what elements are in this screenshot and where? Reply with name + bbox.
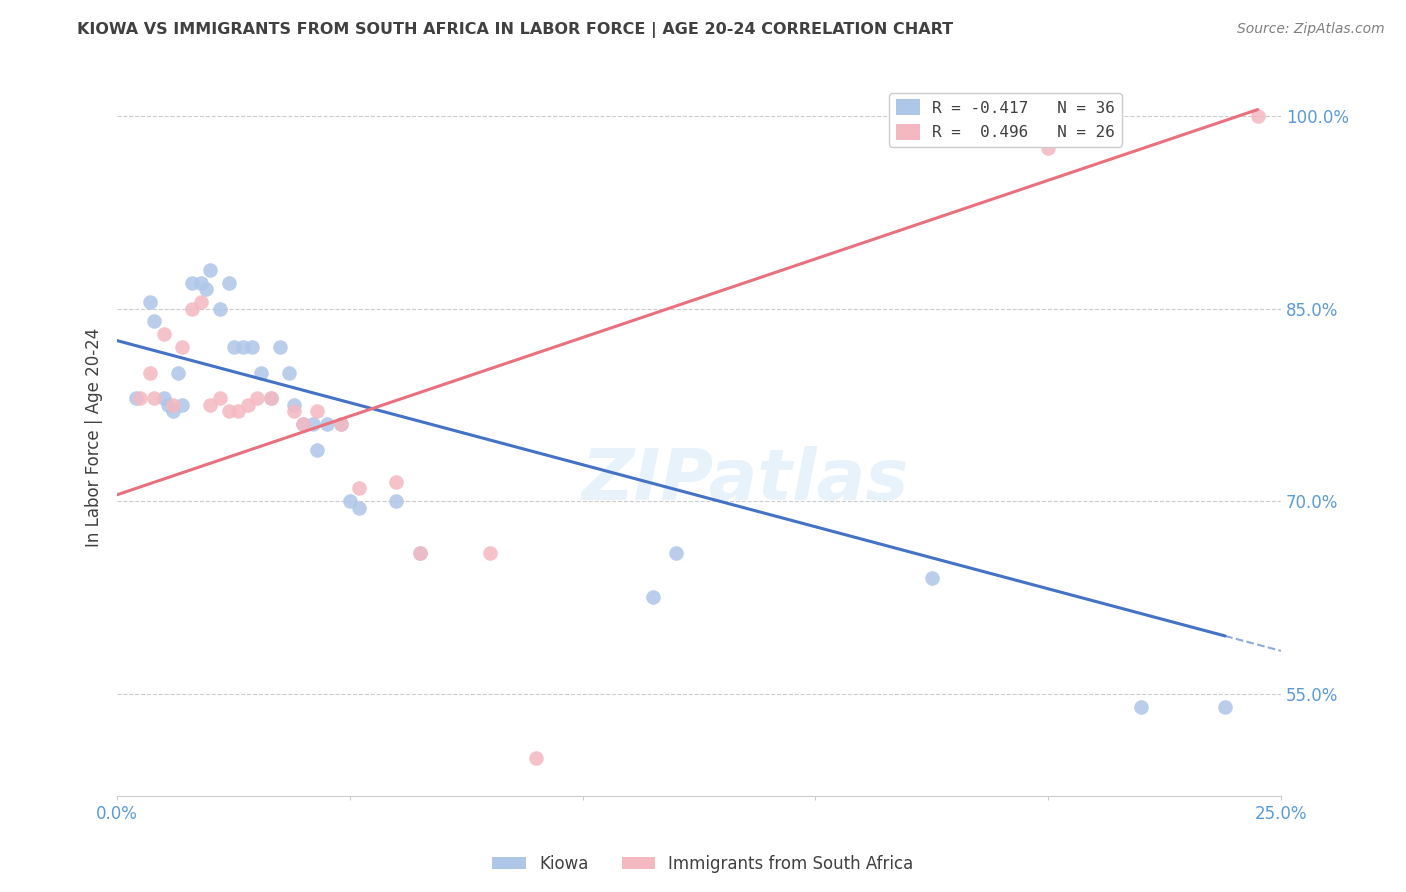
Point <box>125 392 148 406</box>
Point <box>641 591 664 605</box>
Point <box>162 404 184 418</box>
Point <box>1213 699 1236 714</box>
Point <box>166 366 188 380</box>
Point <box>921 571 943 585</box>
Point <box>208 301 231 316</box>
Text: Source: ZipAtlas.com: Source: ZipAtlas.com <box>1237 22 1385 37</box>
Point <box>143 392 166 406</box>
Point <box>152 392 174 406</box>
Point <box>260 392 283 406</box>
Point <box>385 475 408 489</box>
Point <box>236 398 259 412</box>
Point <box>172 340 194 354</box>
Point <box>222 340 245 354</box>
Point <box>307 442 329 457</box>
Point <box>143 314 166 328</box>
Point <box>339 494 361 508</box>
Point <box>208 392 231 406</box>
Y-axis label: In Labor Force | Age 20-24: In Labor Force | Age 20-24 <box>86 327 103 547</box>
Point <box>301 417 323 431</box>
Point <box>172 398 194 412</box>
Point <box>139 366 162 380</box>
Point <box>269 340 291 354</box>
Point <box>665 545 688 559</box>
Point <box>232 340 254 354</box>
Point <box>240 340 263 354</box>
Point <box>180 301 202 316</box>
Point <box>190 295 212 310</box>
Point <box>1247 109 1270 123</box>
Point <box>1038 141 1060 155</box>
Point <box>260 392 283 406</box>
Point <box>283 404 305 418</box>
Text: KIOWA VS IMMIGRANTS FROM SOUTH AFRICA IN LABOR FORCE | AGE 20-24 CORRELATION CHA: KIOWA VS IMMIGRANTS FROM SOUTH AFRICA IN… <box>77 22 953 38</box>
Point <box>315 417 337 431</box>
Point <box>194 282 217 296</box>
Point <box>283 398 305 412</box>
Legend: Kiowa, Immigrants from South Africa: Kiowa, Immigrants from South Africa <box>485 848 921 880</box>
Point <box>1130 699 1153 714</box>
Point <box>218 276 240 290</box>
Text: ZIPatlas: ZIPatlas <box>582 446 910 515</box>
Point <box>329 417 352 431</box>
Point <box>385 494 408 508</box>
Point <box>180 276 202 290</box>
Point <box>409 545 432 559</box>
Point <box>349 481 371 495</box>
Point <box>152 327 174 342</box>
Point <box>329 417 352 431</box>
Point <box>226 404 249 418</box>
Point <box>129 392 152 406</box>
Point <box>292 417 315 431</box>
Point <box>292 417 315 431</box>
Point <box>307 404 329 418</box>
Point <box>409 545 432 559</box>
Point <box>246 392 269 406</box>
Point <box>218 404 240 418</box>
Point <box>524 751 547 765</box>
Legend: R = -0.417   N = 36, R =  0.496   N = 26: R = -0.417 N = 36, R = 0.496 N = 26 <box>889 93 1122 146</box>
Point <box>190 276 212 290</box>
Point <box>162 398 184 412</box>
Point <box>349 500 371 515</box>
Point <box>139 295 162 310</box>
Point <box>278 366 301 380</box>
Point <box>157 398 180 412</box>
Point <box>200 263 222 277</box>
Point <box>478 545 501 559</box>
Point <box>250 366 273 380</box>
Point <box>200 398 222 412</box>
